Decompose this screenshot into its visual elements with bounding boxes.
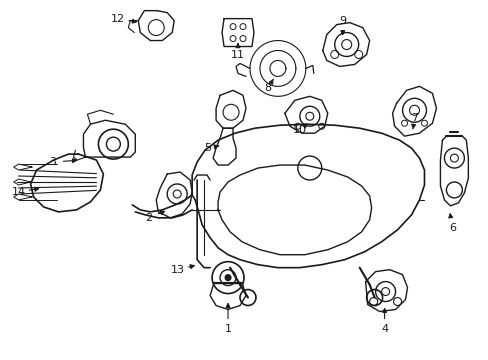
Text: 1: 1 (224, 324, 231, 334)
Text: 13: 13 (171, 265, 185, 275)
Text: 6: 6 (448, 223, 455, 233)
Text: 7: 7 (410, 113, 417, 123)
Circle shape (224, 275, 230, 280)
Text: 2: 2 (144, 213, 152, 223)
Text: 14: 14 (12, 187, 26, 197)
Text: 10: 10 (292, 125, 306, 135)
Text: 9: 9 (339, 15, 346, 26)
Text: 4: 4 (380, 324, 387, 334)
Text: 3: 3 (49, 157, 56, 167)
Text: 12: 12 (111, 14, 125, 24)
Text: 5: 5 (204, 143, 211, 153)
Text: 8: 8 (264, 84, 271, 93)
Text: 11: 11 (230, 50, 244, 60)
